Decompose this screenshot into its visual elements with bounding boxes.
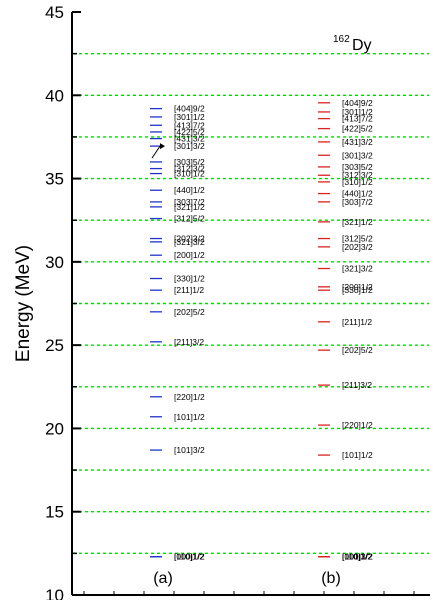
pointer-arrow-head xyxy=(160,143,165,150)
y-tick-label: 40 xyxy=(45,86,64,105)
level-label: [321]3/2 xyxy=(174,237,205,247)
level-label: [211]1/2 xyxy=(174,285,204,295)
level-label: [440]1/2 xyxy=(174,185,205,195)
level-label: [202]3/2 xyxy=(174,234,205,244)
level-label: [301]1/2 xyxy=(342,107,373,117)
level-label: [000]1/2 xyxy=(174,552,205,562)
level-label: [200]1/2 xyxy=(342,282,373,292)
y-tick-label: 35 xyxy=(45,170,64,189)
level-label: [321]1/2 xyxy=(174,202,205,212)
level-label: [301]3/2 xyxy=(342,150,373,160)
y-tick-label: 15 xyxy=(45,503,64,522)
level-label: [301]1/2 xyxy=(174,112,205,122)
level-label: [110]1/2 xyxy=(174,552,204,562)
level-label: [101]3/2 xyxy=(174,445,205,455)
panel-label-a: (a) xyxy=(153,570,173,587)
y-axis-title: Energy (MeV) xyxy=(13,245,34,362)
level-label: [431]3/2 xyxy=(342,137,373,147)
level-label: [202]5/2 xyxy=(174,307,205,317)
level-label: [312]5/2 xyxy=(174,214,205,224)
level-label: [321]3/2 xyxy=(342,264,373,274)
level-label: [312]3/2 xyxy=(174,164,205,174)
level-label: [422]5/2 xyxy=(174,127,205,137)
level-label: [202]3/2 xyxy=(342,242,373,252)
level-label: [200]1/2 xyxy=(174,250,205,260)
level-label: [310]1/2 xyxy=(342,177,373,187)
level-label: [101]1/2 xyxy=(342,450,373,460)
y-tick-label: 45 xyxy=(45,3,64,22)
level-label: [000]1/2 xyxy=(342,552,373,562)
nucleus-symbol: Dy xyxy=(352,37,372,54)
y-tick-label: 25 xyxy=(45,336,64,355)
level-label: [220]1/2 xyxy=(174,392,205,402)
nucleus-mass-number: 162 xyxy=(333,34,350,45)
y-tick-label: 30 xyxy=(45,253,64,272)
y-tick-label: 20 xyxy=(45,419,64,438)
level-label: [211]3/2 xyxy=(174,337,204,347)
y-tick-label: 10 xyxy=(45,586,64,600)
level-label: [303]5/2 xyxy=(174,157,205,167)
level-label: [431]3/2 xyxy=(174,134,205,144)
level-label: [413]7/2 xyxy=(342,114,373,124)
level-label: [211]3/2 xyxy=(342,380,372,390)
level-label: [413]7/2 xyxy=(174,120,205,130)
level-label: [303]7/2 xyxy=(342,197,373,207)
level-label: [312]5/2 xyxy=(342,234,373,244)
level-label: [422]5/2 xyxy=(342,124,373,134)
level-label: [312]3/2 xyxy=(342,170,373,180)
level-label: [330]1/2 xyxy=(174,274,205,284)
level-label: [202]5/2 xyxy=(342,345,373,355)
level-label: [440]1/2 xyxy=(342,189,373,199)
level-label: [301]3/2 xyxy=(174,141,205,151)
level-label: [310]1/2 xyxy=(174,169,205,179)
level-label: [404]9/2 xyxy=(342,98,373,108)
level-label: [220]1/2 xyxy=(342,420,373,430)
level-label: [330]1/2 xyxy=(342,285,373,295)
pointer-arrow-line xyxy=(151,145,161,159)
level-label: [321]1/2 xyxy=(342,217,373,227)
level-label: [303]5/2 xyxy=(342,162,373,172)
level-label: [101]3/2 xyxy=(342,552,373,562)
level-label: [110]1/2 xyxy=(342,552,372,562)
level-label: [101]1/2 xyxy=(174,412,205,422)
level-label: [211]1/2 xyxy=(342,317,372,327)
level-label: [303]7/2 xyxy=(174,197,205,207)
level-label: [404]9/2 xyxy=(174,104,205,114)
panel-label-b: (b) xyxy=(321,570,341,587)
